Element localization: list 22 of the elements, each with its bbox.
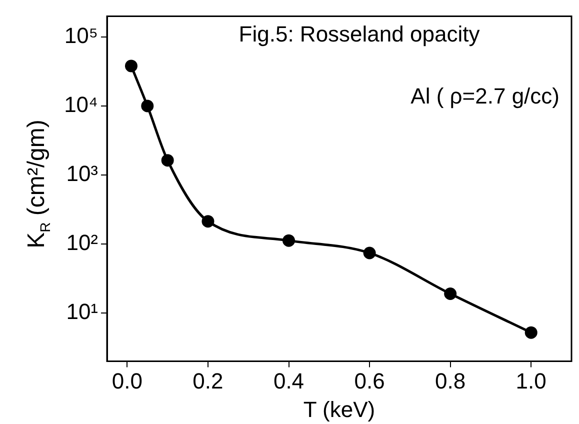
y-tick-label: 10⁴: [64, 92, 98, 118]
x-tick-label: 0.4: [273, 368, 304, 394]
x-tick-label: 0.0: [112, 368, 142, 394]
x-tick-label: 0.6: [354, 368, 385, 394]
point: [444, 287, 457, 300]
y-tick-label: 10⁵: [64, 23, 98, 48]
y-tick-label: 10¹: [66, 299, 98, 324]
chart-title: Fig.5: Rosseland opacity: [238, 21, 480, 46]
x-tick-label: 0.8: [435, 368, 466, 394]
x-axis-title: T (keV): [303, 396, 376, 422]
point: [524, 326, 538, 339]
x-tick-label: 1.0: [516, 368, 546, 394]
x-tick-label: 0.2: [192, 368, 224, 394]
point: [282, 234, 296, 247]
point: [161, 154, 174, 167]
point: [124, 60, 138, 72]
annotation: Al ( ρ=2.7 g/cc): [410, 83, 560, 108]
point: [202, 215, 214, 228]
y-tick-label: 10³: [66, 161, 98, 186]
y-tick-label: 10²: [66, 230, 98, 256]
point: [141, 100, 154, 112]
point: [363, 246, 376, 260]
